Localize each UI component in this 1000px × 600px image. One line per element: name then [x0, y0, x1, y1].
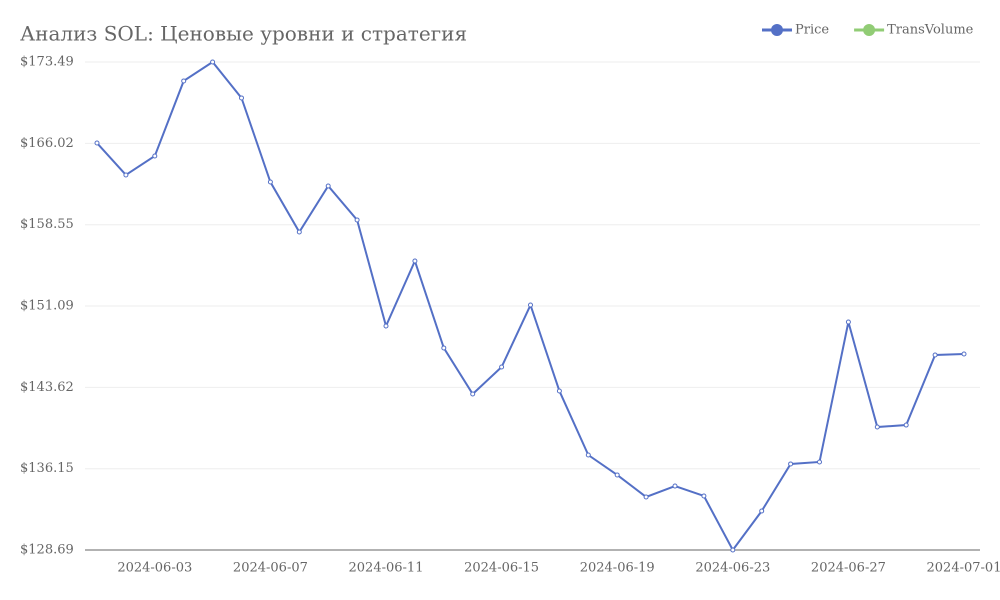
x-tick-label: 2024-06-27	[811, 561, 886, 576]
y-tick-label: $166.02	[20, 136, 74, 151]
data-point	[94, 140, 100, 146]
data-point	[788, 461, 794, 467]
data-point	[932, 352, 938, 358]
data-point	[296, 229, 302, 235]
data-point	[325, 183, 331, 189]
data-point	[441, 345, 447, 351]
data-point	[470, 391, 476, 397]
x-tick-label: 2024-06-23	[695, 561, 770, 576]
legend-label: Price	[795, 23, 829, 38]
y-tick-label: $143.62	[20, 380, 74, 395]
data-point	[152, 153, 158, 159]
legend-marker	[863, 24, 876, 36]
data-point	[354, 217, 360, 223]
data-point	[845, 319, 851, 325]
y-tick-label: $128.69	[20, 543, 74, 558]
data-point	[903, 422, 909, 428]
y-tick-label: $136.15	[20, 461, 74, 476]
x-tick-label: 2024-07-01	[927, 561, 1000, 576]
data-point	[412, 258, 418, 264]
legend-label: TransVolume	[887, 23, 974, 38]
data-point	[759, 508, 765, 514]
data-point	[585, 452, 591, 458]
data-point	[239, 95, 244, 101]
data-point	[961, 351, 967, 357]
data-point	[383, 323, 389, 329]
data-point	[614, 472, 620, 478]
x-tick-label: 2024-06-07	[233, 561, 308, 576]
chart-title: Анализ SOL: Ценовые уровни и стратегия	[20, 22, 467, 46]
data-point	[817, 459, 822, 465]
data-point	[123, 172, 129, 178]
data-point	[267, 179, 273, 185]
data-point	[499, 364, 505, 370]
data-point	[210, 59, 216, 65]
y-tick-label: $151.09	[20, 299, 74, 314]
data-point	[528, 302, 533, 308]
legend-marker	[771, 24, 783, 36]
x-tick-label: 2024-06-19	[580, 561, 655, 576]
y-tick-label: $173.49	[20, 55, 74, 70]
data-point	[556, 388, 562, 394]
x-tick-label: 2024-06-03	[117, 561, 192, 576]
data-point	[730, 547, 736, 553]
data-point	[701, 493, 707, 499]
x-tick-label: 2024-06-15	[464, 561, 539, 576]
data-point	[643, 494, 649, 500]
data-point	[181, 78, 187, 84]
data-point	[672, 483, 678, 489]
x-tick-label: 2024-06-11	[349, 561, 424, 576]
y-tick-label: $158.55	[20, 217, 74, 232]
data-point	[874, 424, 880, 430]
